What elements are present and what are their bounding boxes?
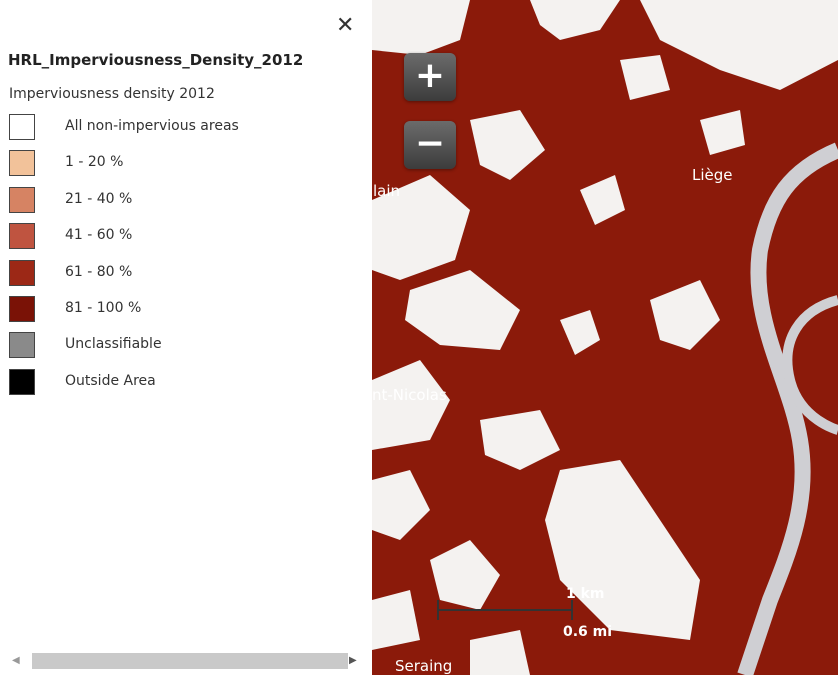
zoom-in-button[interactable]: + xyxy=(404,53,456,101)
legend-list: All non-impervious areas 1 - 20 % 21 - 40 … xyxy=(9,114,349,405)
scale-mi-label: 0.6 mi xyxy=(563,624,612,640)
place-label-saint-nicolas: nt-Nicolas xyxy=(372,386,447,404)
legend-swatch xyxy=(9,295,35,322)
scrollbar-thumb[interactable] xyxy=(32,653,348,669)
legend-item-label: 81 - 100 % xyxy=(65,299,142,316)
legend-item: 61 - 80 % xyxy=(9,259,349,296)
legend-item: All non-impervious areas xyxy=(9,114,349,150)
legend-item-label: 21 - 40 % xyxy=(65,190,133,207)
legend-swatch xyxy=(9,114,35,140)
zoom-out-button[interactable]: − xyxy=(404,121,456,169)
scale-km-label: 1 km xyxy=(566,586,605,602)
legend-item-label: Unclassifiable xyxy=(65,336,162,353)
legend-item-label: Outside Area xyxy=(65,372,156,389)
place-label-seraing: Seraing xyxy=(395,657,452,675)
legend-swatch xyxy=(9,332,35,359)
legend-swatch xyxy=(9,223,35,250)
legend-item-label: 61 - 80 % xyxy=(65,263,133,280)
chevron-left-icon[interactable]: ◀ xyxy=(12,655,20,666)
meuse-river xyxy=(737,142,838,678)
legend-item-label: 1 - 20 % xyxy=(65,154,124,171)
horizontal-scrollbar[interactable]: ◀ ▶ xyxy=(8,651,360,671)
place-label-liege: Liège xyxy=(692,166,733,184)
legend-item: 81 - 100 % xyxy=(9,295,349,332)
legend-swatch xyxy=(9,368,35,395)
close-icon[interactable]: ✕ xyxy=(336,13,355,38)
legend-swatch xyxy=(9,259,35,286)
legend-item: 1 - 20 % xyxy=(9,150,349,186)
place-label-lain: lain xyxy=(373,182,400,200)
legend-item-label: All non-impervious areas xyxy=(65,118,239,134)
non-impervious-patches xyxy=(372,0,838,675)
legend-swatch xyxy=(9,186,35,213)
legend-item: Outside Area xyxy=(9,368,349,405)
layer-title: HRL_Imperviousness_Density_2012 xyxy=(8,51,304,69)
legend-item: 21 - 40 % xyxy=(9,186,349,223)
scale-bar: 1 km 0.6 mi xyxy=(437,586,612,640)
legend-subtitle: Imperviousness density 2012 xyxy=(9,86,215,102)
chevron-right-icon[interactable]: ▶ xyxy=(349,655,357,666)
legend-item: 41 - 60 % xyxy=(9,223,349,259)
ourthe-river xyxy=(782,295,838,435)
legend-item-label: 41 - 60 % xyxy=(65,227,133,244)
legend-swatch xyxy=(9,150,35,177)
legend-panel: ✕ HRL_Imperviousness_Density_2012 Imperv… xyxy=(0,0,372,675)
map-labels: Liège lain nt-Nicolas Seraing xyxy=(372,166,733,675)
legend-item: Unclassifiable xyxy=(9,332,349,368)
